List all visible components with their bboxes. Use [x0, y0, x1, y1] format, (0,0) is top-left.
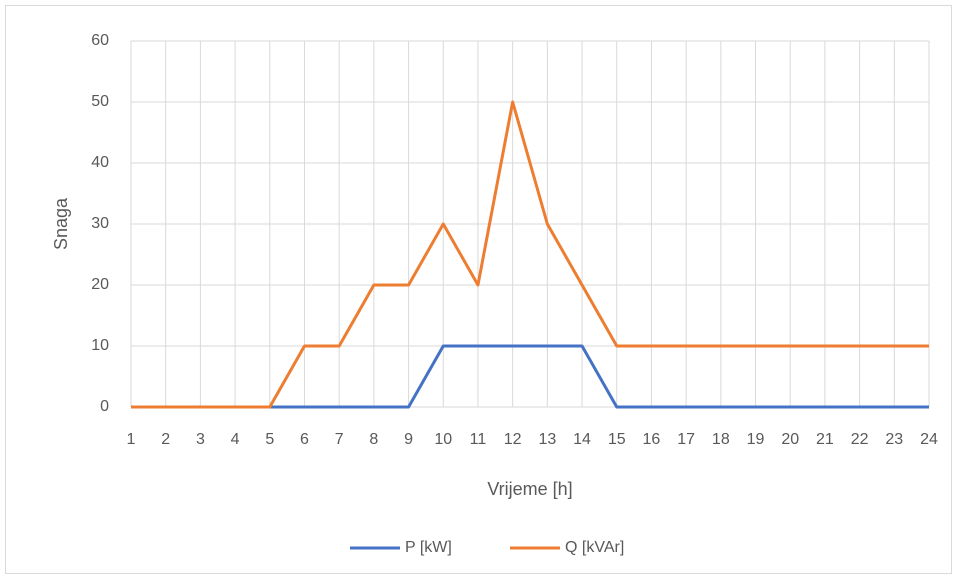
- x-axis-label: Vrijeme [h]: [487, 479, 572, 499]
- x-tick-label: 1: [127, 431, 136, 448]
- y-tick-label: 20: [91, 276, 109, 293]
- x-tick-label: 3: [196, 431, 205, 448]
- x-tick-label: 15: [608, 431, 626, 448]
- x-tick-label: 19: [747, 431, 765, 448]
- y-tick-label: 40: [91, 154, 109, 171]
- x-tick-label: 20: [781, 431, 799, 448]
- y-tick-label: 50: [91, 93, 109, 110]
- x-tick-label: 14: [573, 431, 591, 448]
- x-tick-label: 2: [161, 431, 170, 448]
- x-tick-label: 5: [265, 431, 274, 448]
- data-line: [131, 100, 929, 409]
- y-tick-label: 60: [91, 32, 109, 49]
- chart-border: [5, 5, 952, 574]
- x-tick-label: 18: [712, 431, 730, 448]
- x-tick-label: 6: [300, 431, 309, 448]
- y-tick-label: 0: [100, 398, 109, 415]
- y-tick-label: 30: [91, 215, 109, 232]
- x-tick-label: 22: [851, 431, 869, 448]
- x-tick-label: 11: [470, 431, 487, 448]
- x-tick-label: 12: [504, 431, 522, 448]
- legend-label: P [kW]: [405, 539, 452, 556]
- y-axis-label: Snaga: [51, 197, 71, 250]
- y-tick-label: 10: [91, 337, 109, 354]
- x-tick-label: 9: [404, 431, 413, 448]
- x-tick-label: 10: [434, 431, 452, 448]
- x-tick-label: 7: [335, 431, 344, 448]
- legend-label: Q [kVAr]: [565, 539, 624, 556]
- x-tick-label: 21: [816, 431, 834, 448]
- x-tick-label: 23: [885, 431, 903, 448]
- x-tick-label: 17: [677, 431, 695, 448]
- x-tick-label: 16: [643, 431, 661, 448]
- x-tick-label: 13: [538, 431, 556, 448]
- x-tick-label: 4: [231, 431, 240, 448]
- x-tick-label: 8: [369, 431, 378, 448]
- x-tick-label: 24: [920, 431, 938, 448]
